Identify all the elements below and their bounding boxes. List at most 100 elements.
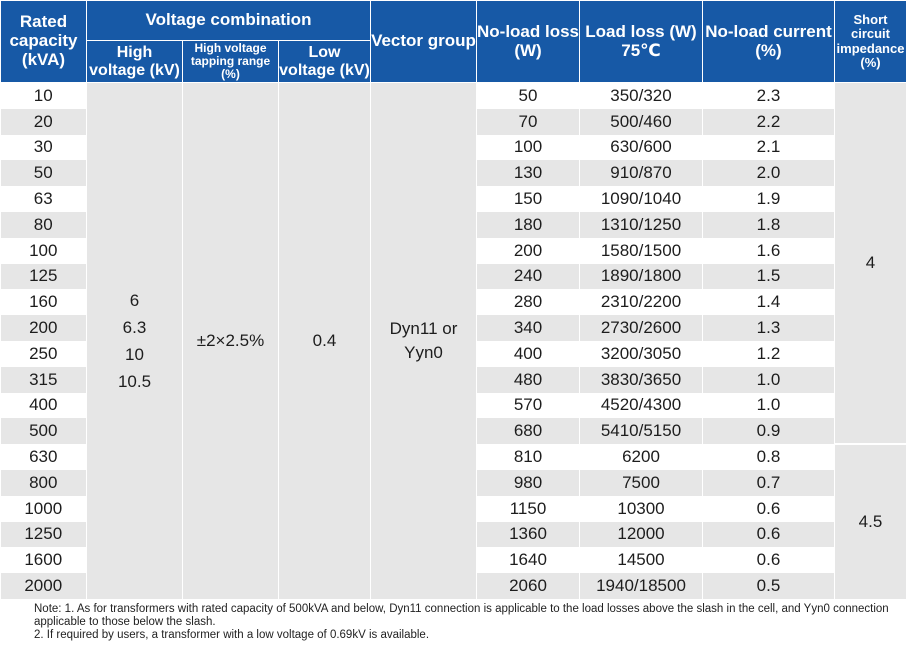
no-load-loss-cell: 130 [476, 160, 580, 187]
table-row: 630 810 6200 0.8 4.5 [0, 444, 906, 599]
no-load-loss-cell: 400 [476, 340, 580, 367]
capacity-cell: 630 [0, 444, 87, 470]
transformer-spec-table: Rated capacity (kVA) Voltage combination… [0, 0, 906, 599]
no-load-loss-cell: 240 [476, 263, 580, 290]
no-load-loss-cell: 480 [476, 366, 580, 393]
tapping-range-cell: ±2×2.5% [182, 82, 279, 599]
no-load-loss-cell: 200 [476, 237, 580, 264]
capacity-cell: 800 [0, 469, 87, 496]
load-loss-cell: 3830/3650 [579, 366, 703, 393]
header-no-load-current: No-load current (%) [702, 0, 835, 83]
header-low-voltage: Low voltage (kV) [278, 40, 371, 83]
table-row: 1250 1360 12000 0.6 [0, 521, 906, 548]
no-load-loss-cell: 50 [476, 82, 580, 109]
capacity-cell: 1250 [0, 521, 87, 548]
table-row: 10 6 6.3 10 10.5 ±2×2.5% 0.4 Dyn11 or Yyn0 50 350/… [0, 82, 906, 599]
footnote-line-1: Note: 1. As for transformers with rated … [34, 603, 889, 628]
load-loss-cell: 7500 [579, 469, 703, 496]
no-load-loss-cell: 180 [476, 211, 580, 238]
capacity-cell: 50 [0, 160, 87, 187]
no-load-current-cell: 0.5 [702, 573, 835, 599]
vector-group-line: Yyn0 [404, 342, 443, 362]
table-row: 500 680 5410/5150 0.9 [0, 418, 906, 445]
load-loss-cell: 1890/1800 [579, 263, 703, 290]
load-loss-cell: 1090/1040 [579, 186, 703, 212]
no-load-loss-cell: 980 [476, 469, 580, 496]
no-load-loss-cell: 100 [476, 134, 580, 161]
high-voltage-cell: 6 6.3 10 10.5 [86, 82, 183, 599]
capacity-cell: 30 [0, 134, 87, 161]
footnote-line-2: 2. If required by users, a transformer w… [34, 629, 430, 641]
load-loss-cell: 1310/1250 [579, 211, 703, 238]
load-loss-cell: 4520/4300 [579, 392, 703, 419]
vector-group-line: Dyn11 or [389, 319, 458, 339]
no-load-loss-cell: 70 [476, 108, 580, 135]
table-body: 10 6 6.3 10 10.5 ±2×2.5% 0.4 Dyn11 or Yyn0 50 350/… [0, 82, 906, 599]
capacity-cell: 125 [0, 263, 87, 290]
no-load-current-cell: 1.3 [702, 315, 835, 341]
capacity-cell: 315 [0, 366, 87, 393]
no-load-current-cell: 2.0 [702, 160, 835, 187]
table-row: 160 280 2310/2200 1.4 [0, 289, 906, 316]
header-no-load-loss: No-load loss (W) [476, 0, 580, 83]
load-loss-cell: 500/460 [579, 108, 703, 135]
high-voltage-value: 10.5 [117, 372, 152, 392]
load-loss-cell: 910/870 [579, 160, 703, 187]
impedance-cell: 4 [834, 82, 906, 446]
table-row: 250 400 3200/3050 1.2 [0, 340, 906, 367]
table-header: Rated capacity (kVA) Voltage combination… [0, 0, 906, 83]
table-row: 2000 2060 1940/18500 0.5 [0, 573, 906, 599]
no-load-loss-cell: 150 [476, 186, 580, 212]
table-row: 1000 1150 10300 0.6 [0, 495, 906, 522]
capacity-cell: 1600 [0, 547, 87, 574]
table-row: 800 980 7500 0.7 [0, 469, 906, 496]
high-voltage-value: 6.3 [122, 317, 147, 337]
table-row: 20 70 500/460 2.2 [0, 108, 906, 135]
impedance-cell: 4.5 [834, 444, 906, 599]
capacity-cell: 10 [0, 82, 87, 109]
header-rated-capacity: Rated capacity (kVA) [0, 0, 87, 83]
capacity-cell: 2000 [0, 573, 87, 599]
no-load-current-cell: 2.3 [702, 82, 835, 109]
low-voltage-cell: 0.4 [278, 82, 371, 599]
load-loss-cell: 10300 [579, 495, 703, 522]
table-row: 400 570 4520/4300 1.0 [0, 392, 906, 419]
table-row: 63 150 1090/1040 1.9 [0, 186, 906, 212]
header-vector-group: Vector group [370, 0, 477, 83]
no-load-current-cell: 0.7 [702, 469, 835, 496]
no-load-current-cell: 0.8 [702, 444, 835, 470]
no-load-loss-cell: 280 [476, 289, 580, 316]
capacity-cell: 400 [0, 392, 87, 419]
load-loss-cell: 350/320 [579, 82, 703, 109]
load-loss-cell: 14500 [579, 547, 703, 574]
no-load-current-cell: 0.9 [702, 418, 835, 445]
capacity-cell: 80 [0, 211, 87, 238]
vector-group-cell: Dyn11 or Yyn0 [370, 82, 477, 599]
table-row: 30 100 630/600 2.1 [0, 134, 906, 161]
load-loss-cell: 3200/3050 [579, 340, 703, 367]
table-row: 125 240 1890/1800 1.5 [0, 263, 906, 290]
no-load-loss-cell: 1360 [476, 521, 580, 548]
header-impedance: Short circuit impedance (%) [834, 0, 906, 83]
load-loss-cell: 1940/18500 [579, 573, 703, 599]
no-load-loss-cell: 810 [476, 444, 580, 470]
table-row: 1600 1640 14500 0.6 [0, 547, 906, 574]
no-load-current-cell: 1.0 [702, 392, 835, 419]
high-voltage-value: 10 [125, 344, 144, 364]
capacity-cell: 250 [0, 340, 87, 367]
footnote: Note: 1. As for transformers with rated … [34, 603, 894, 642]
table-row: 200 340 2730/2600 1.3 [0, 315, 906, 341]
header-tapping-range: High voltage tapping range (%) [182, 40, 279, 83]
no-load-loss-cell: 680 [476, 418, 580, 445]
capacity-cell: 160 [0, 289, 87, 316]
header-voltage-combination: Voltage combination [86, 0, 371, 41]
capacity-cell: 63 [0, 186, 87, 212]
load-loss-cell: 12000 [579, 521, 703, 548]
no-load-loss-cell: 1640 [476, 547, 580, 574]
no-load-current-cell: 1.2 [702, 340, 835, 367]
capacity-cell: 500 [0, 418, 87, 445]
no-load-loss-cell: 1150 [476, 495, 580, 522]
table-row: 315 480 3830/3650 1.0 [0, 366, 906, 393]
load-loss-cell: 5410/5150 [579, 418, 703, 445]
